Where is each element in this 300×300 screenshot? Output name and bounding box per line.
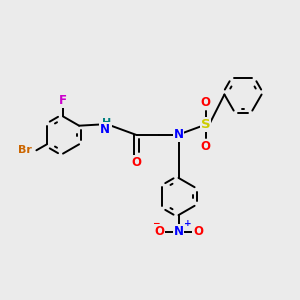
Text: Br: Br [18,145,32,155]
Text: N: N [173,128,184,142]
Text: O: O [200,96,211,110]
Text: N: N [173,225,184,238]
Text: F: F [59,94,67,107]
Text: S: S [201,118,210,131]
Text: O: O [193,225,203,238]
Text: O: O [131,156,142,169]
Text: O: O [154,225,164,238]
Text: N: N [100,123,110,136]
Text: O: O [200,140,211,153]
Text: +: + [184,219,191,228]
Text: −: − [152,219,160,228]
Text: H: H [102,118,111,128]
